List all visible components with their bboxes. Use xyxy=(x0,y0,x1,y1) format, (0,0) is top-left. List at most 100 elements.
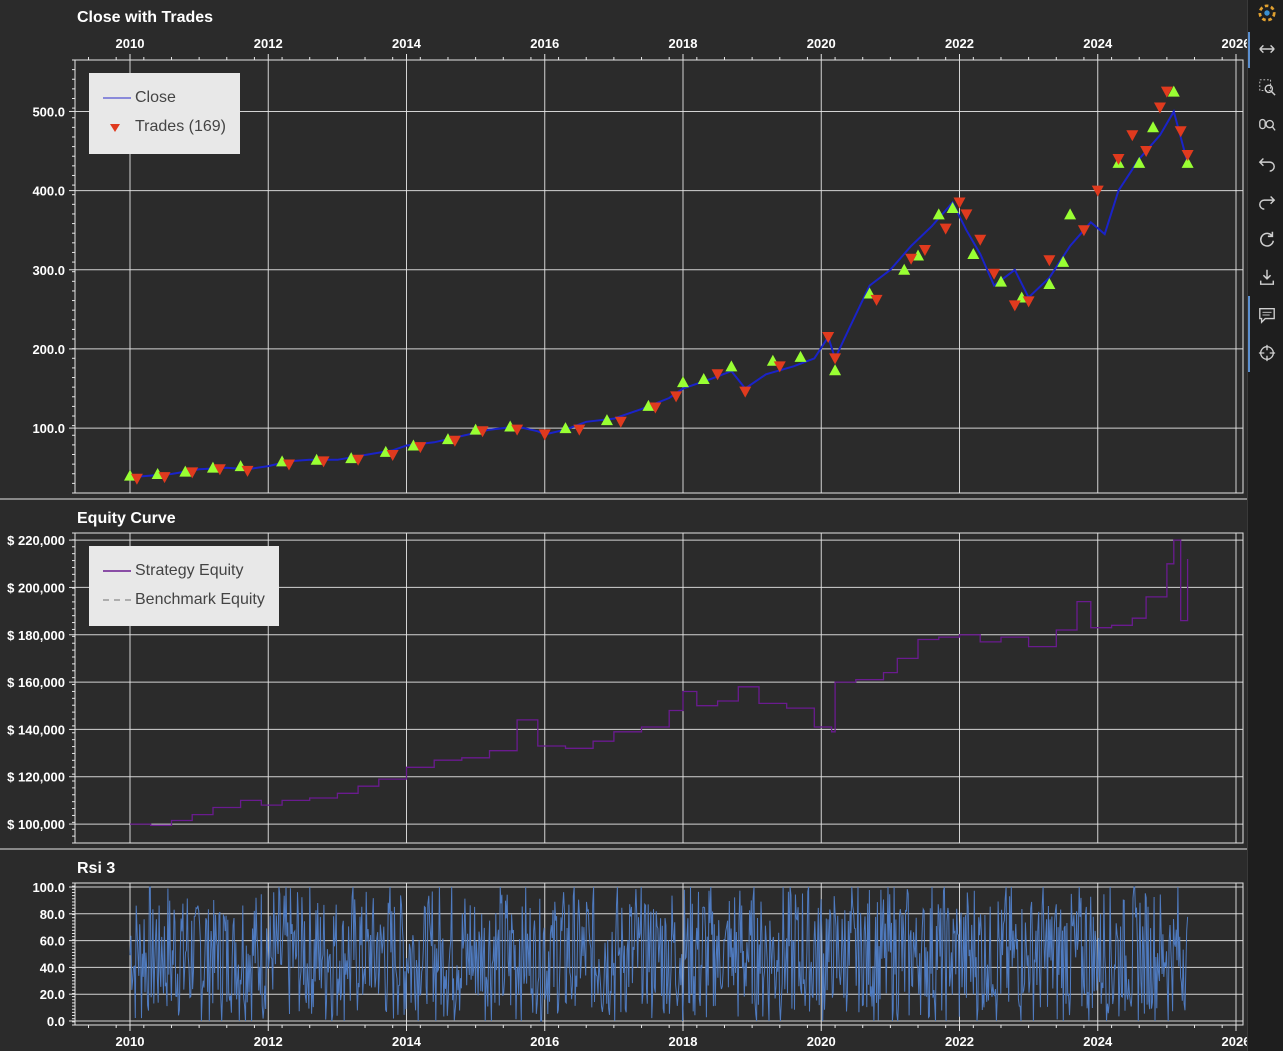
y-tick-label: 80.0 xyxy=(40,907,65,922)
wheel-zoom-icon[interactable] xyxy=(1256,114,1278,136)
equity-series xyxy=(130,539,1189,826)
sell-marker xyxy=(130,473,143,485)
sell-marker xyxy=(1181,149,1194,161)
y-tick-label: $ 120,000 xyxy=(7,770,65,785)
x-tick-label: 2022 xyxy=(945,1034,974,1049)
x-tick-label: 2012 xyxy=(254,36,283,51)
pan-active-indicator xyxy=(1248,32,1250,68)
sell-marker xyxy=(953,197,966,209)
buy-marker xyxy=(276,455,289,467)
plot-frame xyxy=(74,532,1244,844)
y-tick-label: 0.0 xyxy=(47,1014,65,1029)
buy-marker xyxy=(407,439,420,451)
buy-marker xyxy=(677,376,689,388)
x-tick-label: 2016 xyxy=(530,1034,559,1049)
sell-marker xyxy=(649,402,662,414)
x-tick-label: 2010 xyxy=(116,36,145,51)
close-y-ticks: 100.0 200.0 300.0 400.0 500.0 xyxy=(32,59,75,494)
trade-triangle-icon xyxy=(103,120,131,134)
rsi-panel-title: Rsi 3 xyxy=(77,860,115,877)
buy-marker xyxy=(1147,121,1160,133)
y-tick-label: 300.0 xyxy=(32,263,65,278)
rsi-series xyxy=(129,886,1189,1022)
buy-marker xyxy=(1043,278,1056,290)
buy-marker xyxy=(379,445,392,457)
crosshair-icon[interactable] xyxy=(1256,342,1278,364)
hover-icon[interactable] xyxy=(1256,304,1278,326)
y-tick-label: $ 160,000 xyxy=(7,675,65,690)
x-tick-label: 2022 xyxy=(945,36,974,51)
buy-marker xyxy=(179,465,192,477)
buy-marker xyxy=(559,422,572,434)
sell-marker xyxy=(974,234,987,246)
buy-marker xyxy=(967,247,980,259)
sell-marker xyxy=(414,442,427,454)
reset-icon[interactable] xyxy=(1256,228,1278,250)
y-tick-label: $ 220,000 xyxy=(7,533,65,548)
sell-marker xyxy=(282,459,295,471)
buy-marker xyxy=(345,452,358,464)
sell-marker xyxy=(1008,300,1021,312)
buy-marker xyxy=(898,263,911,275)
strategy-line-swatch xyxy=(103,564,131,578)
pan-icon[interactable] xyxy=(1256,38,1278,60)
buy-marker xyxy=(151,468,164,480)
inspect-active-indicator xyxy=(1248,296,1250,372)
y-tick-label: $ 180,000 xyxy=(7,628,65,643)
x-tick-label: 2026 xyxy=(1222,36,1247,51)
legend-item-trades[interactable]: Trades (169) xyxy=(103,112,226,141)
buy-marker xyxy=(1181,156,1194,168)
strategy-equity-line xyxy=(130,539,1189,826)
legend-item-benchmark-equity[interactable]: Benchmark Equity xyxy=(103,585,265,614)
buy-marker xyxy=(725,360,738,372)
rsi-line xyxy=(129,886,1189,1022)
sell-marker xyxy=(1153,102,1166,114)
close-legend: Close Trades (169) xyxy=(89,73,240,154)
buy-marker xyxy=(697,373,710,385)
sell-marker xyxy=(1126,130,1139,142)
buy-marker xyxy=(829,364,842,376)
y-tick-label: 100.0 xyxy=(32,421,65,436)
sell-marker xyxy=(614,416,627,428)
sell-marker xyxy=(573,424,586,436)
legend-item-close[interactable]: Close xyxy=(103,83,226,112)
save-icon[interactable] xyxy=(1256,266,1278,288)
buy-marker xyxy=(946,202,959,214)
equity-y-ticks: $ 100,000 $ 120,000 $ 140,000 $ 160,000 $ 18… xyxy=(7,532,75,844)
sell-marker xyxy=(317,456,330,468)
sell-marker xyxy=(822,332,835,344)
legend-label: Close xyxy=(135,88,176,106)
equity-panel: Equity Curve $ 100,000 $ 120,000 $ 140,000… xyxy=(7,510,1244,844)
buy-marker xyxy=(124,469,136,481)
buy-marker xyxy=(206,461,219,473)
x-tick-label: 2024 xyxy=(1083,36,1113,51)
sell-marker xyxy=(939,223,952,235)
sell-marker xyxy=(511,424,524,436)
rsi-y-ticks: 0.0 20.0 40.0 60.0 80.0 100.0 xyxy=(32,880,75,1029)
x-tick-label: 2012 xyxy=(254,1034,283,1049)
sell-marker xyxy=(870,294,883,306)
sell-marker xyxy=(1112,153,1125,165)
plot-frame xyxy=(74,59,1244,494)
undo-icon[interactable] xyxy=(1256,152,1278,174)
logo-icon[interactable] xyxy=(1256,2,1278,24)
redo-icon[interactable] xyxy=(1256,190,1278,212)
sell-marker xyxy=(670,391,683,403)
sell-marker xyxy=(1160,86,1173,98)
trade-markers xyxy=(124,85,1194,485)
sell-marker xyxy=(1091,185,1104,197)
sell-marker xyxy=(711,369,724,381)
sell-marker xyxy=(1022,296,1035,308)
legend-item-strategy-equity[interactable]: Strategy Equity xyxy=(103,556,265,585)
legend-label: Trades (169) xyxy=(135,117,226,135)
sell-marker xyxy=(476,426,489,438)
sell-marker xyxy=(905,253,918,265)
close-line-swatch xyxy=(103,91,131,105)
x-tick-label: 2018 xyxy=(669,36,698,51)
x-tick-label: 2018 xyxy=(669,1034,698,1049)
sell-marker xyxy=(386,450,399,462)
box-zoom-icon[interactable] xyxy=(1256,76,1278,98)
buy-marker xyxy=(469,423,482,435)
y-tick-label: 200.0 xyxy=(32,342,65,357)
y-tick-label: $ 140,000 xyxy=(7,722,65,737)
